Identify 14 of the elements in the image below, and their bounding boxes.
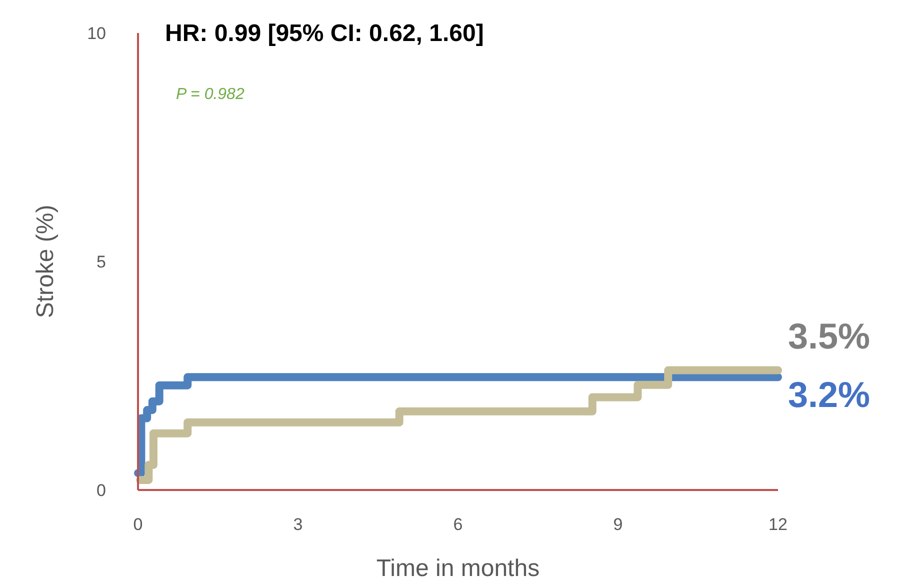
x-tick-label: 12 [768, 515, 788, 534]
x-tick-label: 9 [613, 515, 623, 534]
x-tick-label: 0 [133, 515, 143, 534]
y-axis-title: Stroke (%) [32, 204, 59, 318]
chart-title: HR: 0.99 [95% CI: 0.62, 1.60] [165, 20, 484, 47]
text: 3.5% [788, 315, 870, 356]
y-tick-label: 10 [87, 24, 106, 43]
annotation: P = 0.982 [176, 86, 244, 103]
x-axis-title: Time in months [376, 555, 540, 582]
x-tick-label: 6 [453, 515, 463, 534]
text: 3.2% [788, 374, 870, 416]
y-tick-label: 0 [96, 480, 106, 500]
y-tick-label: 5 [96, 252, 106, 272]
x-tick-label: 3 [293, 515, 303, 534]
